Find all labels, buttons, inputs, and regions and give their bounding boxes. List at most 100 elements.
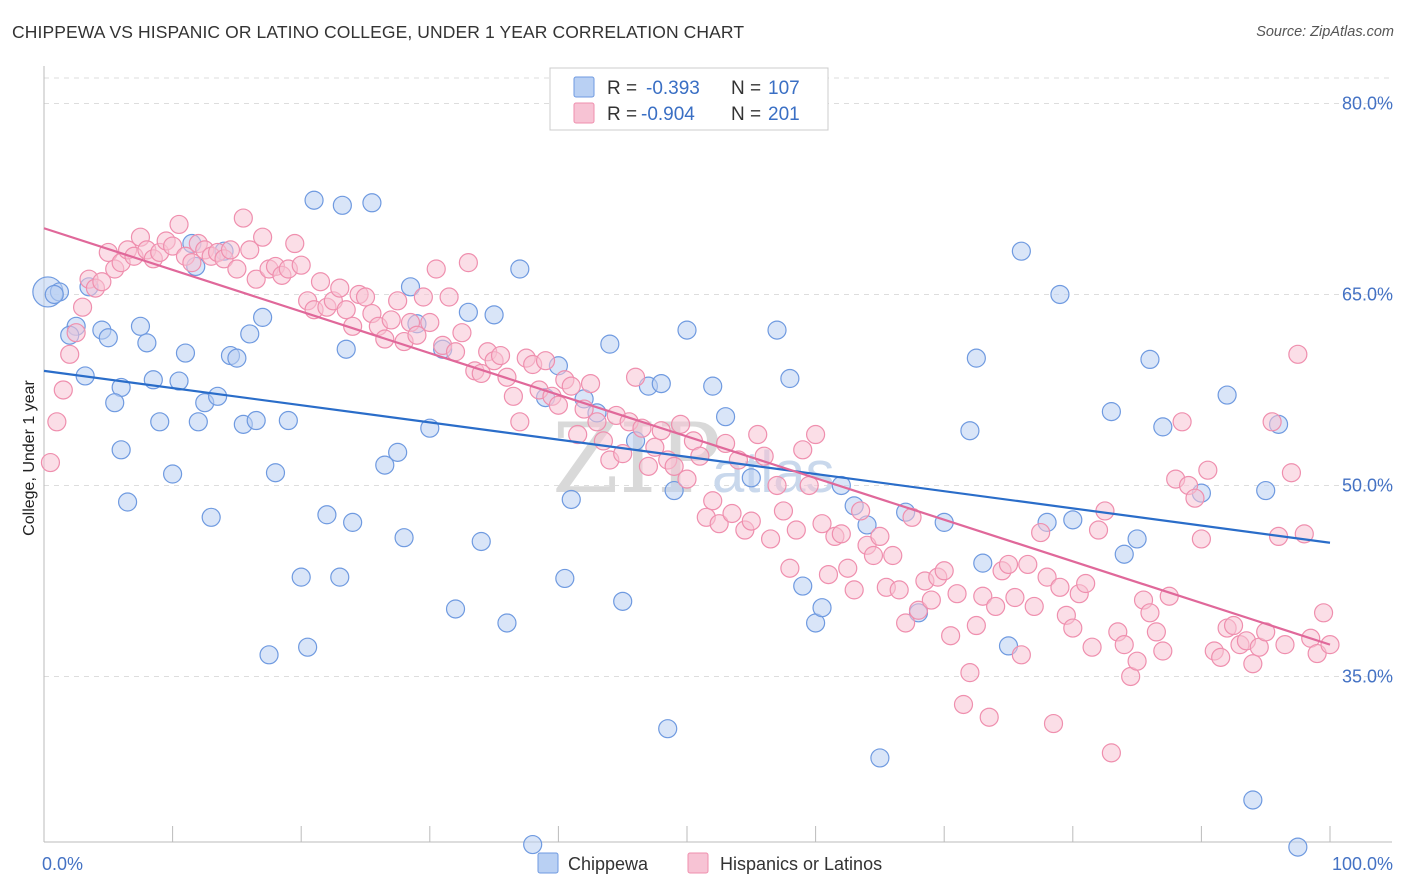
point-hispanic [1153,641,1173,661]
point-hispanic [960,663,980,683]
point-chippewa [484,305,504,325]
point-hispanic [793,440,813,460]
point-chippewa [1011,241,1031,261]
point-chippewa [497,613,517,633]
point-hispanic [1018,554,1038,575]
point-hispanic [587,412,607,432]
point-hispanic [625,367,646,387]
legend-n-value-chippewa: 107 [768,78,800,99]
point-chippewa [1101,402,1121,422]
point-chippewa [555,568,575,589]
point-hispanic [998,554,1019,575]
point-hispanic [664,456,684,476]
point-hispanic [773,501,794,521]
point-hispanic [1043,713,1064,734]
point-chippewa [175,343,196,363]
point-hispanic [40,452,61,473]
point-chippewa [265,463,286,483]
point-hispanic [227,259,247,279]
point-chippewa [677,320,697,340]
point-hispanic [220,240,241,260]
point-chippewa [960,421,980,441]
point-hispanic [330,278,350,298]
point-hispanic [490,345,511,366]
x-tick-label: 100.0% [1332,854,1393,874]
point-hispanic [941,626,961,646]
point-hispanic [568,424,588,445]
point-hispanic [1063,618,1083,638]
point-chippewa [1114,544,1134,564]
point-hispanic [445,342,466,362]
point-chippewa [400,277,421,297]
point-hispanic [407,325,427,345]
point-chippewa [973,553,993,573]
point-chippewa [201,507,221,527]
point-hispanic [336,300,356,320]
point-chippewa [767,320,787,340]
axes: 35.0% 50.0% 65.0% 80.0% 0.0% 100.0% [42,66,1393,874]
legend-swatch-hispanic [573,102,595,124]
point-chippewa [1256,480,1276,501]
point-chippewa [523,834,543,855]
point-chippewa [246,410,266,431]
point-hispanic [908,600,929,620]
legend-swatch-chippewa [573,76,595,98]
point-chippewa [169,371,189,391]
point-hispanic [1127,651,1147,671]
point-chippewa [394,528,414,548]
point-hispanic [240,240,260,260]
point-hispanic [831,524,851,544]
legend-n-label-2: N = [731,104,761,125]
point-chippewa [600,334,620,354]
point-hispanic [47,412,67,432]
point-hispanic [1275,635,1295,655]
point-chippewa [227,348,247,368]
point-chippewa [703,376,723,396]
point-hispanic [1198,460,1218,480]
point-hispanic [966,615,986,636]
point-chippewa [561,489,581,510]
point-hispanic [1281,463,1302,483]
point-chippewa [658,719,678,739]
point-hispanic [1211,647,1231,667]
chart-title: CHIPPEWA VS HISPANIC OR LATINO COLLEGE, … [12,22,745,42]
point-chippewa [130,316,151,336]
point-chippewa [458,302,478,322]
point-chippewa [715,407,736,427]
point-hispanic [1082,637,1102,657]
legend-r-value-chippewa: -0.393 [646,78,700,99]
point-chippewa [812,598,832,618]
point-hispanic [677,469,697,489]
point-chippewa [163,464,183,484]
point-hispanic [1262,412,1282,432]
point-hispanic [934,561,954,581]
point-hispanic [690,446,710,466]
point-hispanic [805,424,826,445]
point-hispanic [953,694,974,715]
point-hispanic [1024,596,1044,617]
point-chippewa [111,440,131,460]
legend-box: R = -0.393 N = 107 R = -0.904 N = 201 [549,67,829,131]
point-hispanic [767,475,787,496]
legend-r-value-hispanic: -0.904 [641,104,695,125]
point-hispanic [947,584,967,604]
point-hispanic [503,386,523,406]
point-hispanic [548,395,569,415]
point-chippewa [1063,510,1083,530]
point-hispanic [1101,743,1121,763]
point-chippewa [780,368,800,389]
point-hispanic [291,255,311,275]
grid-lines [44,77,1392,677]
point-hispanic [92,272,112,292]
point-hispanic [253,227,273,247]
point-hispanic [748,424,768,445]
point-chippewa [388,442,408,462]
point-hispanic [1191,529,1212,549]
point-chippewa [98,328,118,348]
point-hispanic [381,310,401,330]
bottom-legend-chippewa: Chippewa [568,854,649,874]
point-hispanic [883,545,903,566]
point-hispanic [535,351,556,371]
point-hispanic [896,613,916,633]
point-chippewa [137,333,157,353]
